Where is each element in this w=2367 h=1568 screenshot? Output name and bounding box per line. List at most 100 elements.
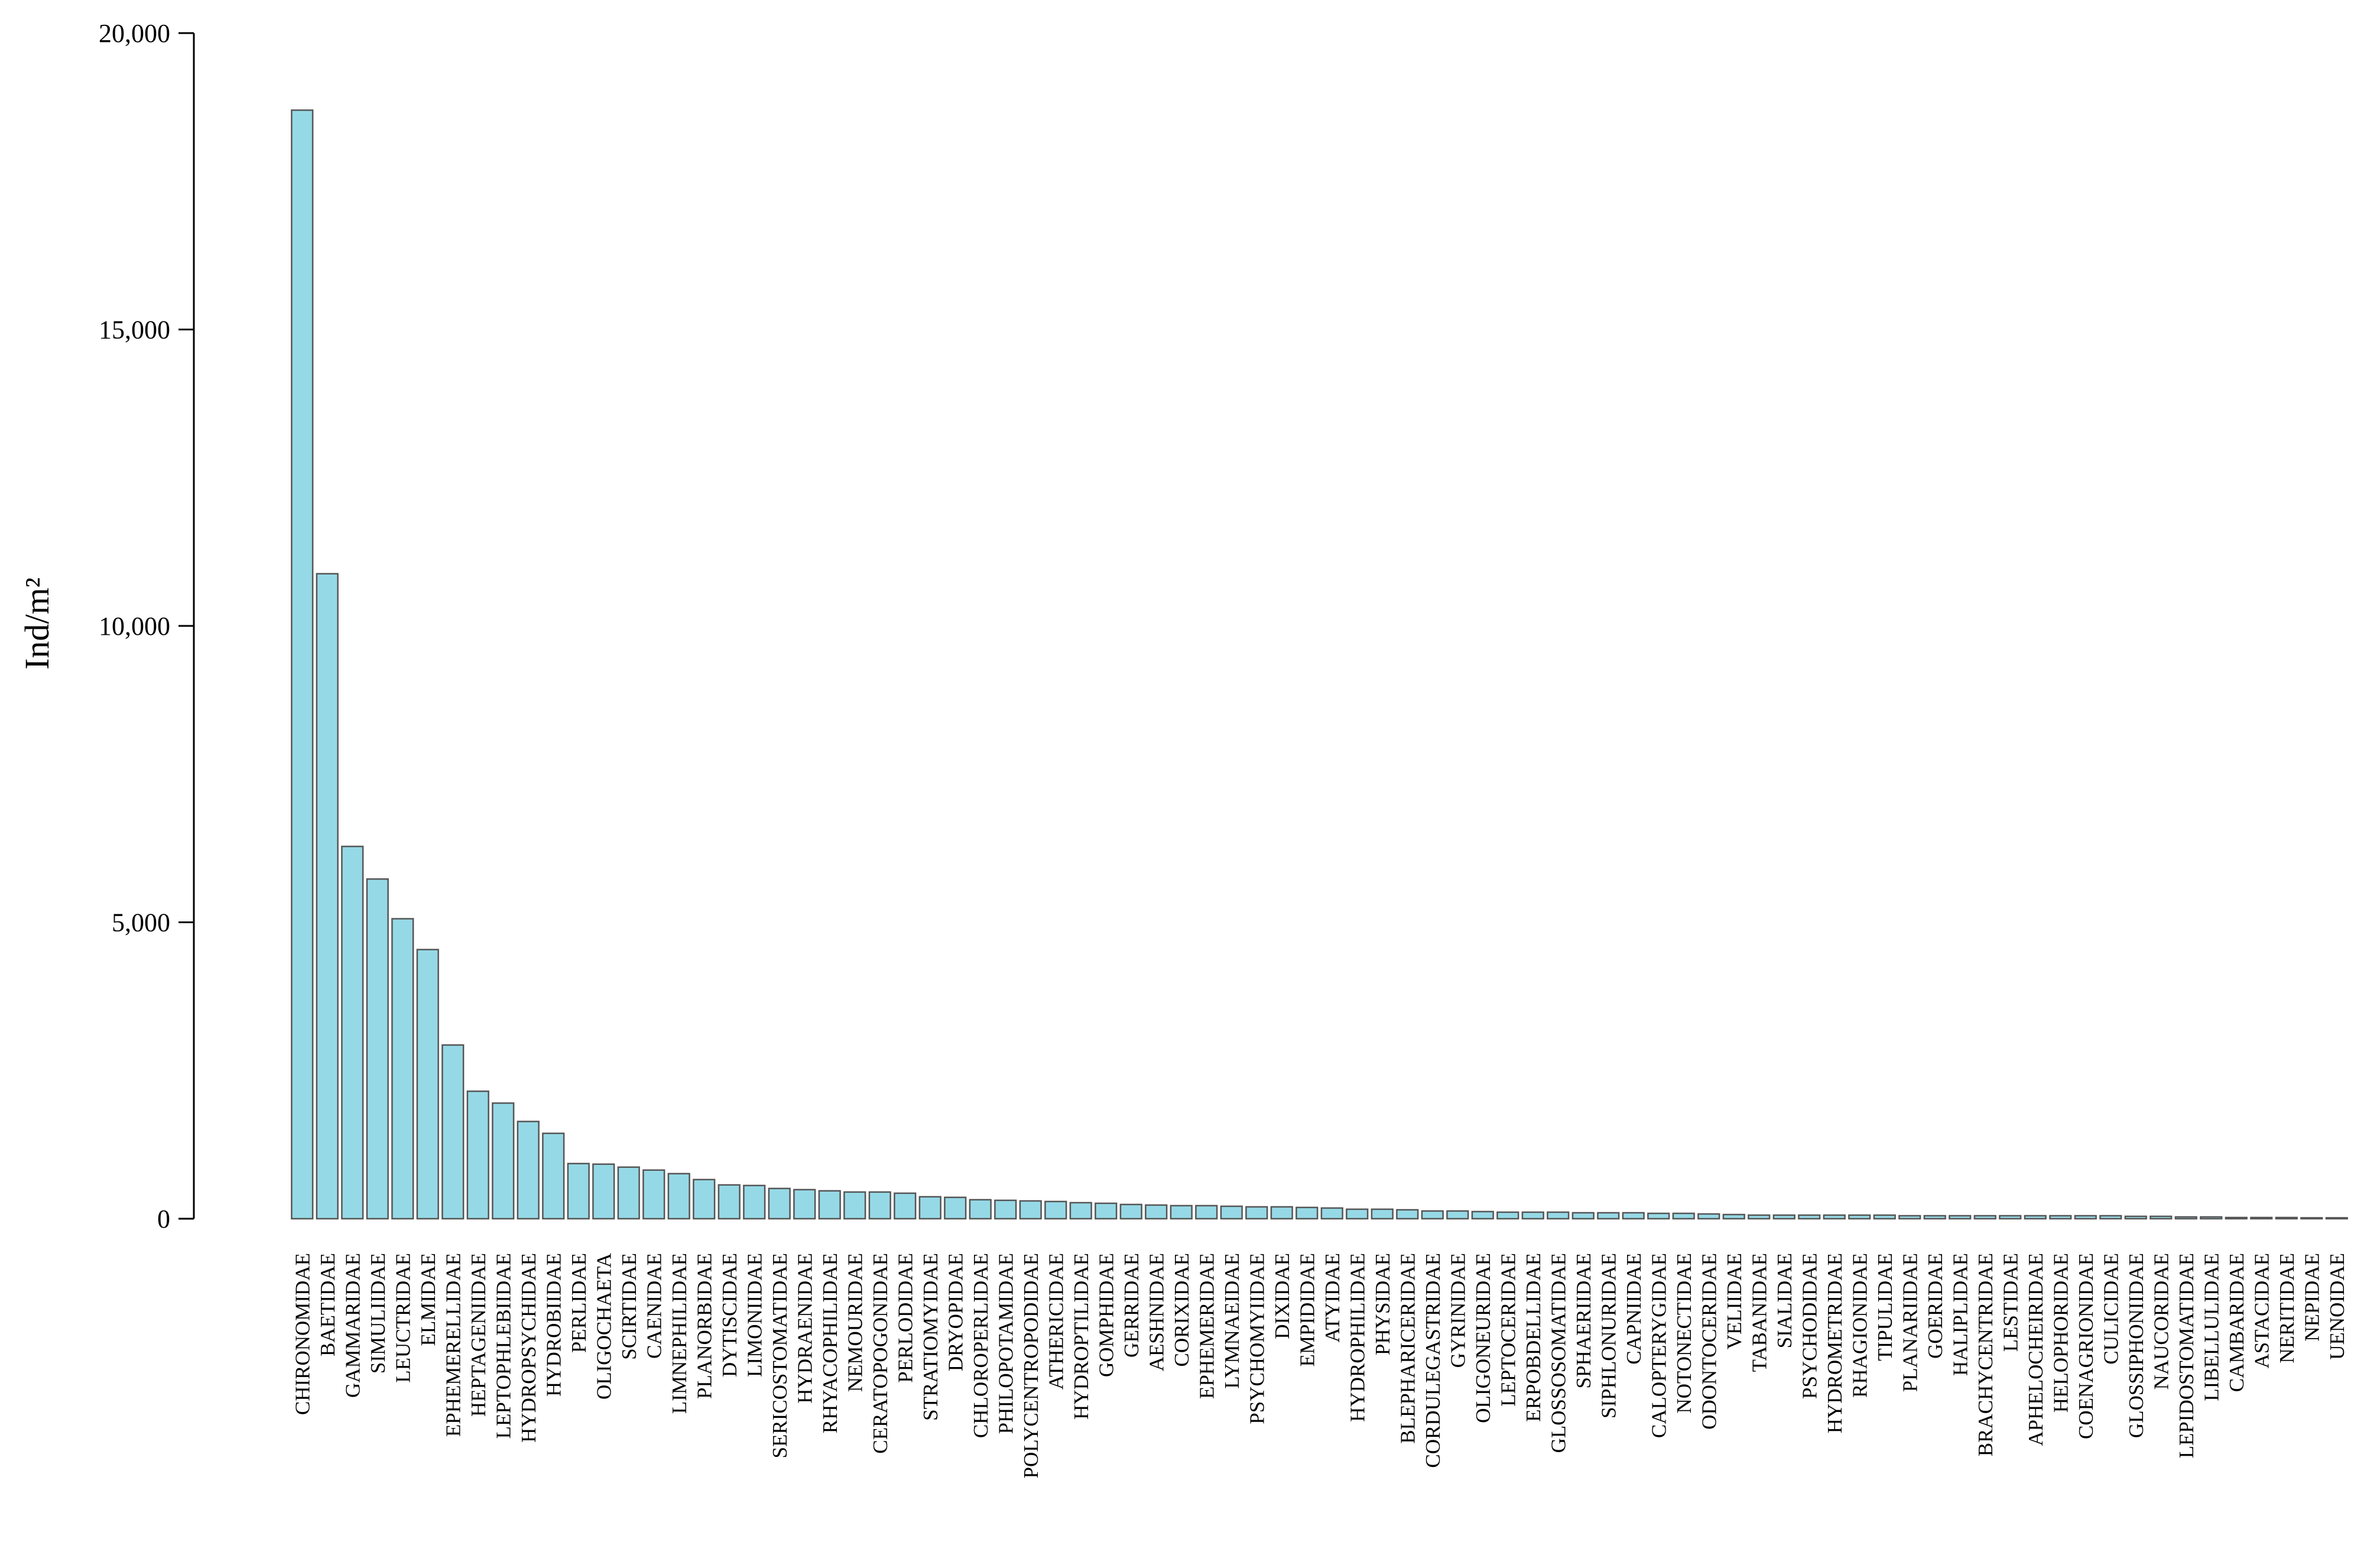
x-category-label: GERRIDAE: [1120, 1253, 1143, 1358]
bar-dryopidae: [944, 1196, 967, 1220]
bar-limoniidae: [743, 1184, 766, 1220]
x-category-label: POLYCENTROPODIDAE: [1019, 1253, 1043, 1479]
x-category-label: SIALIDAE: [1773, 1253, 1796, 1348]
x-category-label: STRATIOMYIDAE: [919, 1253, 942, 1421]
x-category-label: AESHNIDAE: [1145, 1253, 1168, 1371]
x-category-label: CHIRONOMIDAE: [291, 1253, 314, 1415]
x-axis-labels: CHIRONOMIDAE BAETIDAE GAMMARIDAE SIMULIIDAE…: [291, 1252, 2349, 1478]
x-category-label: LEPTOCERIDAE: [1496, 1253, 1519, 1407]
bar-glossosomatidae: [1547, 1211, 1570, 1220]
x-category-label: GYRINIDAE: [1446, 1253, 1469, 1368]
bar-athericidae: [1044, 1200, 1067, 1220]
bar-glossiphoniidae: [2124, 1215, 2147, 1220]
bar-physidae: [1371, 1208, 1394, 1220]
x-category-label: SERICOSTOMATIDAE: [768, 1253, 791, 1458]
bar-corixidae: [1170, 1205, 1193, 1220]
bar-sialidae: [1772, 1214, 1795, 1220]
x-category-label: HALIPLIDAE: [1949, 1253, 1972, 1376]
x-category-label: PLANARIIDAE: [1898, 1253, 1921, 1392]
x-category-label: PLANORBIDAE: [693, 1253, 716, 1399]
x-category-label: CORIXIDAE: [1170, 1253, 1193, 1366]
bar-scirtidae: [617, 1166, 640, 1220]
bar-heptageniidae: [466, 1090, 489, 1220]
x-category-label: HYDROMETRIDAE: [1823, 1253, 1846, 1433]
x-category-label: SPHAERIIDAE: [1572, 1253, 1595, 1388]
bar-leuctridae: [391, 918, 414, 1220]
bar-neritidae: [2275, 1216, 2298, 1220]
bar-leptoceridae: [1496, 1211, 1519, 1220]
bar-dixidae: [1270, 1206, 1293, 1220]
x-category-label: PHYSIDAE: [1371, 1253, 1394, 1355]
bar-goeridae: [1923, 1215, 1946, 1220]
x-category-label: CORDULEGASTRIDAE: [1421, 1253, 1444, 1468]
x-category-label: CAPNIIDAE: [1622, 1253, 1645, 1365]
bar-caenidae: [642, 1169, 665, 1220]
x-category-label: TABANIDAE: [1748, 1253, 1771, 1372]
x-category-label: SIPHLONURIDAE: [1597, 1253, 1620, 1418]
x-category-label: LEPTOPHLEBIIDAE: [492, 1253, 515, 1439]
bar-gerridae: [1119, 1203, 1142, 1220]
bar-psychodidae: [1798, 1214, 1821, 1220]
bar-aphelocheiridae: [2024, 1215, 2047, 1220]
x-category-label: CAENIDAE: [642, 1253, 665, 1359]
bar-naucoridae: [2150, 1215, 2173, 1220]
x-category-label: DIXIDAE: [1271, 1253, 1294, 1339]
x-category-label: EPHEMERELLIDAE: [441, 1253, 465, 1437]
y-tick-label: 0: [157, 1205, 170, 1233]
x-category-label: UENOIDAE: [2326, 1253, 2349, 1360]
x-category-label: GAMMARIDAE: [341, 1253, 364, 1398]
x-category-label: LIMONIIDAE: [743, 1253, 766, 1377]
y-tick-label: 20,000: [99, 19, 170, 48]
bar-hydropsychidae: [517, 1121, 540, 1220]
x-category-label: ASTACIDAE: [2250, 1253, 2273, 1369]
bar-oligochaeta: [592, 1163, 615, 1220]
bar-rhagionidae: [1848, 1214, 1871, 1220]
x-category-label: ELMIDAE: [417, 1253, 440, 1346]
bar-polycentropodidae: [1019, 1200, 1042, 1220]
x-category-label: OLIGOCHAETA: [592, 1252, 615, 1400]
bar-odontoceridae: [1697, 1213, 1720, 1220]
x-category-label: SCIRTIDAE: [618, 1253, 641, 1360]
bar-elmidae: [416, 949, 439, 1220]
bar-haliplidae: [1949, 1215, 1972, 1220]
bar-gammaridae: [341, 845, 364, 1220]
x-category-label: CAMBARIDAE: [2225, 1253, 2248, 1392]
bar-gyrinidae: [1446, 1210, 1469, 1220]
bar-helophoridae: [2049, 1215, 2072, 1220]
bar-hydrophilidae: [1346, 1208, 1369, 1220]
x-category-label: LYMNAEIDAE: [1220, 1253, 1243, 1389]
bar-cordulegastridae: [1421, 1210, 1444, 1220]
bar-blephariceridae: [1396, 1209, 1419, 1220]
x-category-label: BRACHYCENTRIDAE: [1974, 1253, 1997, 1456]
bar-nepidae: [2300, 1217, 2323, 1220]
bar-capniidae: [1622, 1212, 1645, 1220]
x-category-label: GLOSSOSOMATIDAE: [1547, 1253, 1570, 1453]
bar-atyidae: [1320, 1207, 1343, 1220]
bar-planariidae: [1898, 1215, 1921, 1220]
x-category-label: LEPIDOSTOMATIDAE: [2175, 1253, 2198, 1458]
bar-brachycentridae: [1973, 1215, 1996, 1220]
x-category-label: HEPTAGENIIDAE: [467, 1253, 490, 1417]
x-category-label: NAUCORIDAE: [2150, 1253, 2173, 1390]
bar-dytiscidae: [717, 1184, 741, 1220]
bar-planorbidae: [693, 1179, 716, 1220]
x-category-label: ODONTOCERIDAE: [1697, 1253, 1720, 1430]
bar-rhyacophilidae: [818, 1190, 841, 1220]
bar-libellulidae: [2200, 1216, 2223, 1220]
x-category-label: ERPOBDELLIDAE: [1522, 1253, 1545, 1422]
x-category-label: GOERIDAE: [1924, 1253, 1947, 1359]
x-category-label: GOMPHIDAE: [1095, 1253, 1118, 1377]
bar-tipulidae: [1873, 1214, 1896, 1220]
x-category-label: PSYCHOMYIIDAE: [1245, 1253, 1268, 1424]
x-category-label: PERLIDAE: [567, 1253, 590, 1353]
bar-limnephilidae: [667, 1173, 690, 1220]
bar-lepidostomatidae: [2174, 1216, 2197, 1220]
bar-ephemerellidae: [441, 1044, 465, 1220]
x-category-label: HYDROPHILIDAE: [1346, 1253, 1369, 1422]
bar-siphlonuridae: [1597, 1212, 1620, 1220]
bar-sphaeriidae: [1571, 1212, 1595, 1220]
bar-astacidae: [2250, 1216, 2273, 1220]
bar-culicidae: [2099, 1215, 2122, 1220]
